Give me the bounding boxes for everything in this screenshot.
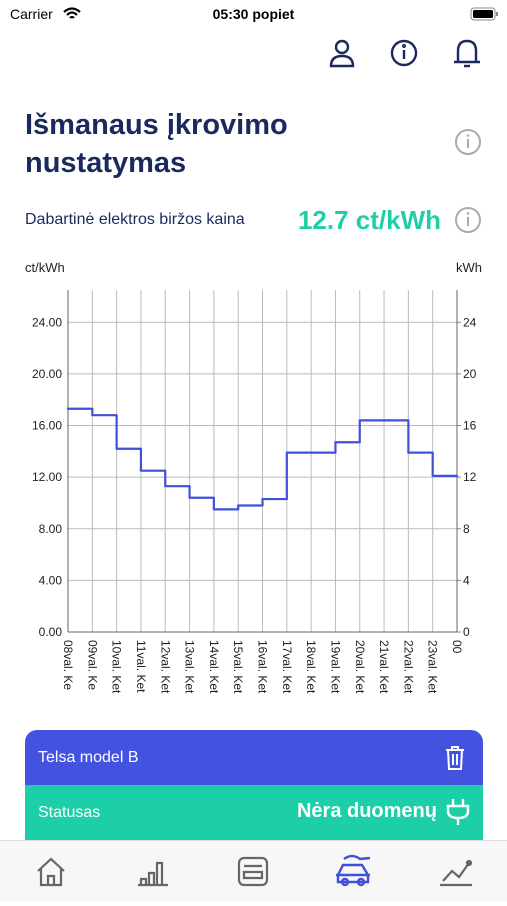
x-tick-label: 14val. Ket (207, 640, 221, 694)
x-tick-label: 22val. Ket (401, 640, 415, 694)
title-info[interactable] (453, 127, 483, 157)
x-tick-label: 09val. Ke (85, 640, 99, 690)
x-tick-label: 13val. Ket (183, 640, 197, 694)
delete-button[interactable] (443, 744, 467, 772)
y2-tick-label: 4 (463, 573, 470, 587)
y2-tick-label: 0 (463, 625, 470, 639)
y-tick-label: 12.00 (32, 470, 62, 484)
x-tick-label: 20val. Ket (353, 640, 367, 694)
price-info[interactable] (453, 205, 483, 235)
status-label: Statusas (38, 804, 101, 821)
y2-tick-label: 16 (463, 419, 477, 433)
notification-button[interactable] (454, 39, 480, 68)
tab-vehicle[interactable] (336, 854, 371, 887)
tab-home[interactable] (37, 857, 65, 887)
x-tick-label: 10val. Ket (110, 640, 124, 694)
carrier: Carrier (10, 6, 53, 22)
y2-tick-label: 24 (463, 315, 477, 329)
x-tick-label: 21val. Ket (377, 640, 391, 694)
tab-bar (0, 840, 507, 901)
price-label: Dabartinė elektros biržos kaina (25, 211, 245, 228)
y-tick-label: 0.00 (39, 625, 63, 639)
y-tick-label: 8.00 (39, 522, 63, 536)
profile-button[interactable] (329, 39, 355, 68)
y2-axis-title: kWh (456, 260, 482, 275)
vehicle-name: Telsa model B (38, 749, 139, 766)
x-tick-label: 12val. Ket (158, 640, 172, 694)
clock: 05:30 popiet (212, 6, 295, 22)
status-value: Nėra duomenų (296, 800, 437, 822)
y2-tick-label: 8 (463, 522, 470, 536)
tab-icons (37, 854, 473, 887)
price-chart: ct/kWh kWh 0.00 4.00 8.00 12.00 16.00 20.00 24… (25, 260, 482, 694)
info-button[interactable] (390, 39, 418, 67)
header-icons (329, 39, 480, 68)
y-tick-label: 24.00 (32, 315, 62, 329)
status-row: Statusas Nėra duomenų (25, 785, 483, 840)
x-tick-label: 16val. Ket (256, 640, 270, 694)
x-tick-label: 23val. Ket (426, 640, 440, 694)
x-tick-label: 17val. Ket (280, 640, 294, 694)
y-axis-title: ct/kWh (25, 260, 65, 275)
x-tick-label: 00 (450, 640, 464, 654)
wifi-icon (63, 7, 81, 19)
y-tick-label: 20.00 (32, 367, 62, 381)
plug-icon (446, 799, 470, 825)
battery-icon (470, 7, 498, 21)
tab-schedule[interactable] (237, 856, 269, 887)
x-tick-label: 11val. Ket (134, 640, 148, 693)
x-tick-label: 15val. Ket (231, 640, 245, 694)
x-tick-label: 18val. Ket (304, 640, 318, 694)
x-tick-label: 19val. Ket (328, 640, 342, 694)
tab-stats[interactable] (138, 861, 168, 887)
vehicle-card[interactable]: Telsa model B (25, 730, 483, 785)
page-title: Išmanaus įkrovimo nustatymas (25, 109, 288, 179)
x-tick-label: 08val. Ke (61, 640, 75, 690)
y2-tick-label: 12 (463, 470, 477, 484)
y-tick-label: 4.00 (39, 573, 63, 587)
price-value: 12.7 ct/kWh (297, 205, 441, 235)
y2-tick-label: 20 (463, 367, 477, 381)
tab-market[interactable] (440, 859, 473, 887)
y-tick-label: 16.00 (32, 419, 62, 433)
